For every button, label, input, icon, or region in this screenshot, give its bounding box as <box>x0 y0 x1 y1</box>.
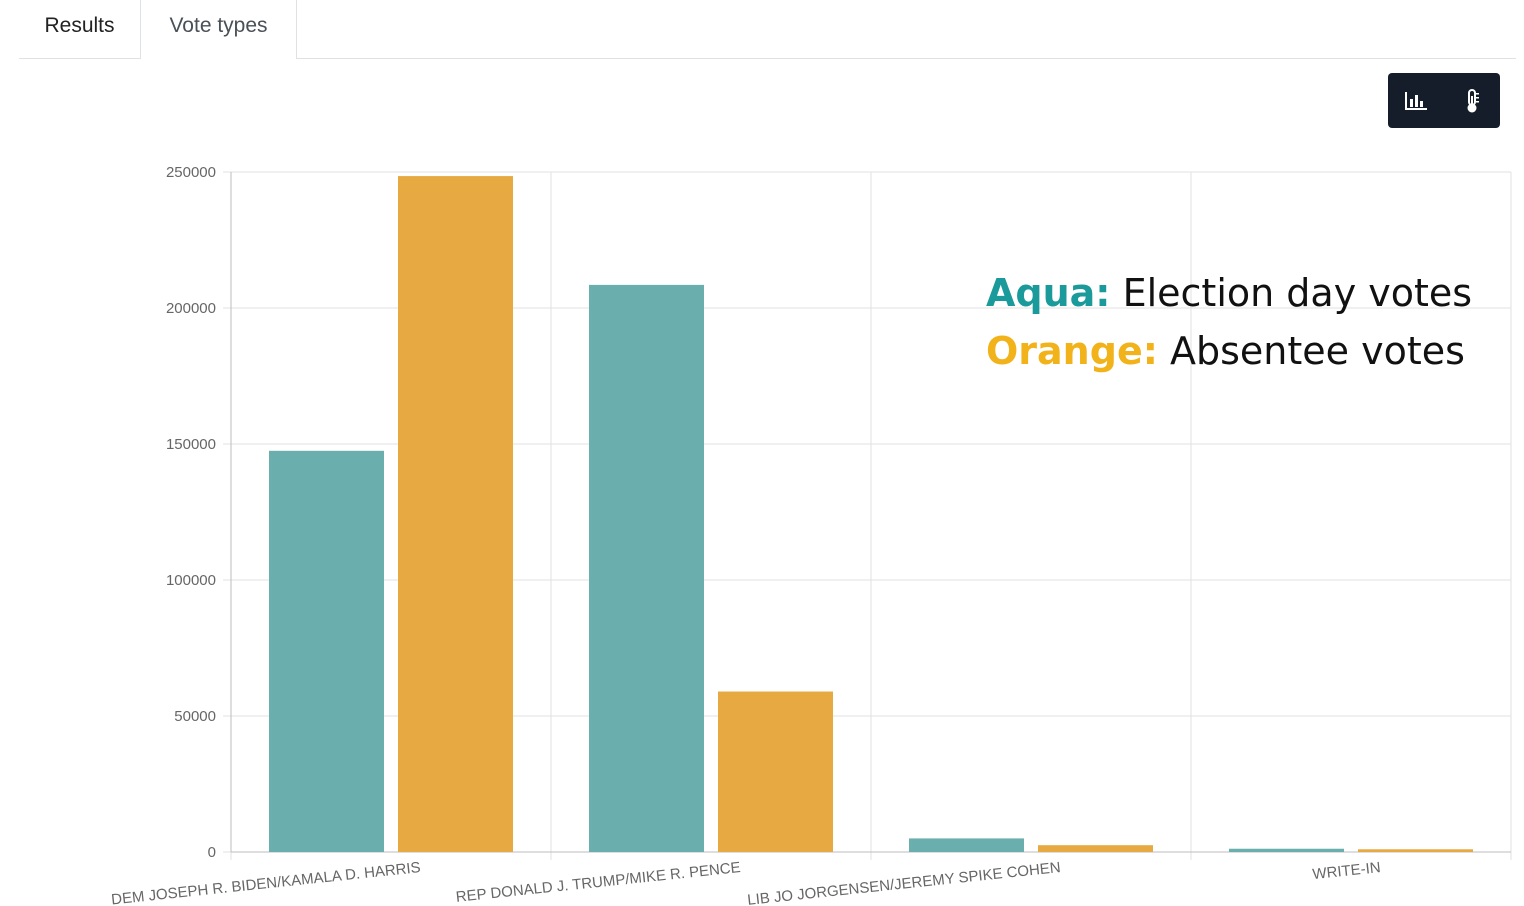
bar-absentee <box>1038 845 1153 852</box>
legend-line-aqua: Aqua: Election day votes <box>986 264 1472 322</box>
thermometer-icon <box>1467 88 1479 112</box>
chart-toolbar <box>1388 73 1500 128</box>
color-legend-note: Aqua: Election day votes Orange: Absente… <box>986 264 1472 380</box>
bar-chart-button[interactable] <box>1388 73 1444 128</box>
bar-absentee <box>718 691 833 852</box>
bar-election-day <box>1229 848 1344 852</box>
legend-text-aqua: Election day votes <box>1110 271 1473 315</box>
bar-chart-icon <box>1405 91 1427 110</box>
x-tick-label: LIB JO JORGENSEN/JEREMY SPIKE COHEN <box>747 859 1062 906</box>
bar-election-day <box>269 450 384 852</box>
bar-election-day <box>589 284 704 852</box>
y-tick-label: 150000 <box>166 436 216 453</box>
legend-key-orange: Orange: <box>986 329 1158 373</box>
legend-line-orange: Orange: Absentee votes <box>986 322 1472 380</box>
bar-election-day <box>909 838 1024 852</box>
y-tick-label: 100000 <box>166 572 216 589</box>
bar-absentee <box>1358 849 1473 852</box>
y-tick-label: 50000 <box>174 708 216 725</box>
x-tick-label: WRITE-IN <box>1312 859 1382 883</box>
tab-vote-types[interactable]: Vote types <box>140 0 297 59</box>
y-tick-label: 250000 <box>166 164 216 181</box>
y-tick-label: 0 <box>208 844 216 861</box>
x-tick-label: REP DONALD J. TRUMP/MIKE R. PENCE <box>455 859 741 906</box>
y-tick-label: 200000 <box>166 300 216 317</box>
legend-text-orange: Absentee votes <box>1157 329 1465 373</box>
bar-absentee <box>398 176 513 852</box>
tab-results[interactable]: Results <box>44 14 115 37</box>
tab-bar: Results Vote types <box>19 0 1516 59</box>
x-tick-label: DEM JOSEPH R. BIDEN/KAMALA D. HARRIS <box>110 859 421 906</box>
legend-key-aqua: Aqua: <box>986 271 1111 315</box>
heatmap-button[interactable] <box>1444 73 1500 128</box>
